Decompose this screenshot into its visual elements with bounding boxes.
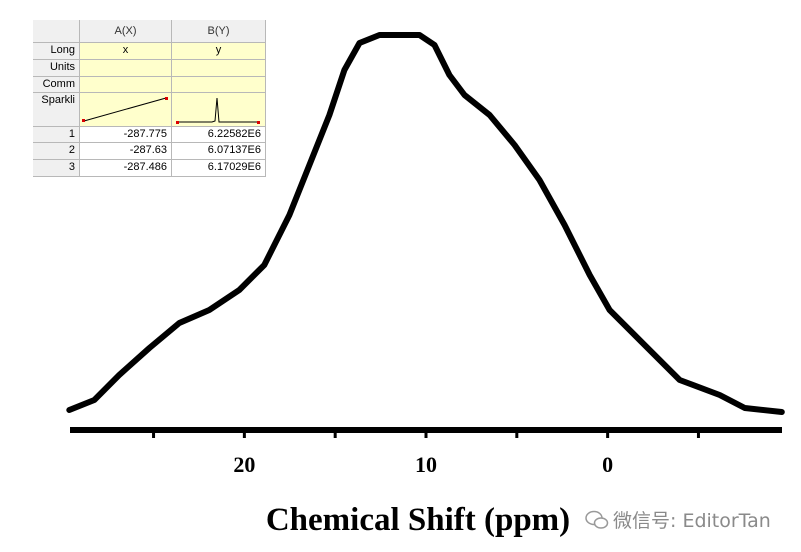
data-line — [66, 32, 785, 415]
cell: -287.63 — [80, 143, 172, 160]
cell: x — [80, 43, 172, 60]
cell: 2 — [33, 143, 80, 160]
cell — [80, 93, 172, 127]
sparkline — [176, 97, 260, 124]
cell — [33, 20, 80, 43]
cell: 1 — [33, 127, 80, 143]
x-tick-label: 0 — [602, 452, 613, 477]
cell — [172, 93, 266, 127]
wechat-icon — [585, 510, 609, 529]
cell: 6.17029E6 — [172, 160, 266, 177]
cell: 3 — [33, 160, 80, 177]
cell — [80, 77, 172, 93]
x-tick-label: 20 — [233, 452, 255, 477]
cell: -287.486 — [80, 160, 172, 177]
cell: A(X) — [80, 20, 172, 43]
sparkline — [82, 97, 168, 122]
cell: 6.07137E6 — [172, 143, 266, 160]
cell: Long — [33, 43, 80, 60]
x-tick-label: 10 — [415, 452, 437, 477]
cell: -287.775 — [80, 127, 172, 143]
cell: Units — [33, 60, 80, 77]
cell — [80, 60, 172, 77]
cell — [172, 77, 266, 93]
cell: Comm — [33, 77, 80, 93]
cell: Sparkli — [33, 93, 80, 127]
cell: B(Y) — [172, 20, 266, 43]
x-axis-title: Chemical Shift (ppm) — [266, 502, 570, 538]
cell: y — [172, 43, 266, 60]
cell: 6.22582E6 — [172, 127, 266, 143]
watermark: 微信号: EditorTan — [585, 506, 771, 533]
watermark-text: 微信号: EditorTan — [613, 510, 771, 532]
cell — [172, 60, 266, 77]
worksheet: A(X) B(Y) Long x y Units Comm Sparkli 1 -287.775 6… — [33, 20, 266, 177]
